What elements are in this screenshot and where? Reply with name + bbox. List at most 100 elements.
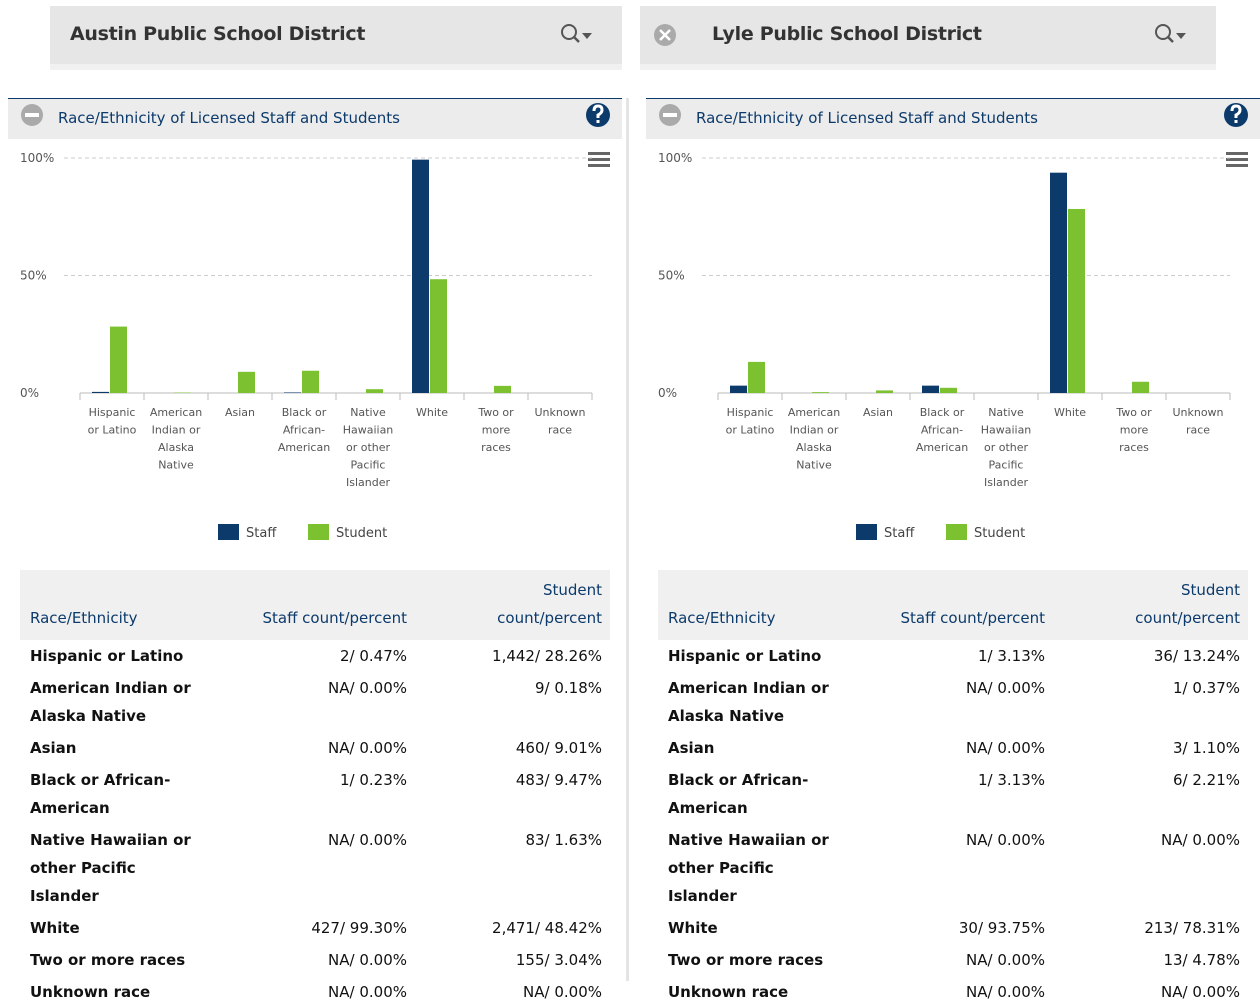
help-button[interactable] — [586, 103, 610, 127]
table-cell: 2/ 0.47% — [215, 640, 415, 672]
help-button[interactable] — [1224, 103, 1248, 127]
legend-swatch — [218, 524, 239, 540]
y-tick-label: 0% — [20, 386, 39, 400]
y-tick-label: 100% — [658, 151, 692, 165]
district-header: Lyle Public School District — [640, 6, 1216, 70]
table-cell: 36/ 13.24% — [1053, 640, 1248, 672]
legend-swatch — [946, 524, 967, 540]
bar — [876, 390, 893, 393]
dropdown-caret — [582, 33, 592, 39]
column-header: Race/Ethnicity — [658, 570, 853, 640]
bar — [812, 392, 829, 393]
legend-item[interactable]: Student — [946, 524, 1025, 541]
table-cell: Two or more races — [20, 944, 215, 976]
y-tick-label: 0% — [658, 386, 677, 400]
search-icon-handle — [1168, 37, 1173, 42]
table-cell: NA/ 0.00% — [853, 672, 1053, 732]
column-header: Staff count/percent — [215, 570, 415, 640]
table-cell: American Indian or Alaska Native — [658, 672, 853, 732]
x-tick-label: White — [416, 406, 448, 419]
table-cell: Native Hawaiian or other Pacific Islande… — [658, 824, 853, 912]
table-cell: Black or African-American — [658, 764, 853, 824]
table-cell: NA/ 0.00% — [853, 732, 1053, 764]
collapse-button[interactable] — [659, 104, 681, 126]
table-cell: 83/ 1.63% — [415, 824, 610, 912]
table-cell: American Indian or Alaska Native — [20, 672, 215, 732]
bar — [430, 279, 447, 393]
legend-item[interactable]: Staff — [218, 524, 277, 541]
header-icons — [640, 6, 1216, 64]
column-header-text: Student count/percent — [1115, 576, 1240, 632]
table-cell: 155/ 3.04% — [415, 944, 610, 976]
bar — [1068, 209, 1085, 393]
table-cell: NA/ 0.00% — [215, 824, 415, 912]
collapse-button[interactable] — [21, 104, 43, 126]
column-header: Staff count/percent — [853, 570, 1053, 640]
table-cell: NA/ 0.00% — [1053, 824, 1248, 912]
header-icons — [50, 6, 622, 64]
table-row: Native Hawaiian or other Pacific Islande… — [20, 824, 610, 912]
panel-divider — [626, 98, 629, 981]
bar — [922, 386, 939, 393]
table-cell: 460/ 9.01% — [415, 732, 610, 764]
bar — [1132, 382, 1149, 393]
search-button[interactable] — [562, 25, 592, 42]
bar — [748, 362, 765, 393]
table-cell: White — [658, 912, 853, 944]
legend-swatch — [308, 524, 329, 540]
legend-item[interactable]: Staff — [856, 524, 915, 541]
y-tick-label: 100% — [20, 151, 54, 165]
legend-label: Staff — [884, 526, 915, 541]
menu-icon-line — [588, 152, 610, 155]
legend-item[interactable]: Student — [308, 524, 387, 541]
y-tick-label: 50% — [658, 269, 685, 283]
table-cell: 3/ 1.10% — [1053, 732, 1248, 764]
menu-icon-line — [588, 164, 610, 167]
help-dot — [1235, 120, 1238, 123]
close-button[interactable] — [654, 24, 676, 46]
search-icon-handle — [574, 37, 579, 42]
table-cell: 2,471/ 48.42% — [415, 912, 610, 944]
collapse-bar — [25, 113, 39, 117]
bar — [412, 160, 429, 393]
table-cell: Black or African-American — [20, 764, 215, 824]
table-cell: 1,442/ 28.26% — [415, 640, 610, 672]
title-icons — [646, 99, 1260, 139]
search-button[interactable] — [1156, 25, 1186, 42]
bar — [92, 392, 109, 393]
y-tick-label: 50% — [20, 269, 47, 283]
help-dot — [597, 120, 600, 123]
table-cell: White — [20, 912, 215, 944]
table-cell: NA/ 0.00% — [853, 824, 1053, 912]
chart-menu-button[interactable] — [1226, 152, 1248, 167]
table-cell: NA/ 0.00% — [853, 944, 1053, 976]
chart-menu-button[interactable] — [588, 152, 610, 167]
search-icon — [1156, 25, 1170, 39]
x-tick-label: Asian — [225, 406, 255, 419]
legend-label: Student — [974, 526, 1025, 541]
bar — [1050, 173, 1067, 393]
table-cell: Two or more races — [658, 944, 853, 976]
table-cell: Native Hawaiian or other Pacific Islande… — [20, 824, 215, 912]
district-header: Austin Public School District — [50, 6, 622, 70]
section-title-bar: Race/Ethnicity of Licensed Staff and Stu… — [8, 98, 622, 139]
table-cell: Hispanic or Latino — [658, 640, 853, 672]
